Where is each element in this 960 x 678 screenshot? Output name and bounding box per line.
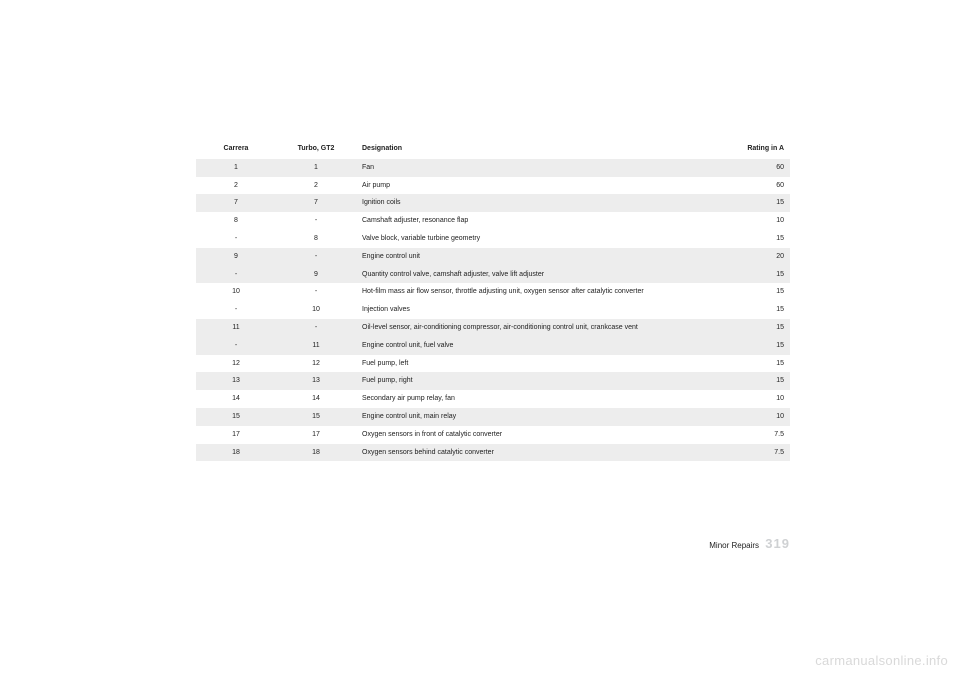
cell-c2: - — [276, 283, 356, 301]
cell-c3: Engine control unit, main relay — [356, 408, 726, 426]
cell-c4: 15 — [726, 372, 790, 390]
cell-c2: 13 — [276, 372, 356, 390]
cell-c3: Hot-film mass air flow sensor, throttle … — [356, 283, 726, 301]
cell-c1: 9 — [196, 248, 276, 266]
header-col1: Carrera — [196, 140, 276, 159]
cell-c4: 15 — [726, 194, 790, 212]
cell-c3: Engine control unit, fuel valve — [356, 337, 726, 355]
cell-c2: 7 — [276, 194, 356, 212]
table-header: Carrera Turbo, GT2 Designation Rating in… — [196, 140, 790, 159]
cell-c3: Oil-level sensor, air-conditioning compr… — [356, 319, 726, 337]
cell-c1: 11 — [196, 319, 276, 337]
cell-c4: 60 — [726, 177, 790, 195]
table-row: 11-Oil-level sensor, air-conditioning co… — [196, 319, 790, 337]
cell-c3: Injection valves — [356, 301, 726, 319]
cell-c2: 17 — [276, 426, 356, 444]
header-col2: Turbo, GT2 — [276, 140, 356, 159]
cell-c1: - — [196, 266, 276, 284]
cell-c1: 18 — [196, 444, 276, 462]
page-footer: Minor Repairs 319 — [196, 536, 790, 551]
cell-c3: Fan — [356, 159, 726, 177]
cell-c2: 18 — [276, 444, 356, 462]
cell-c1: 10 — [196, 283, 276, 301]
table-row: 10-Hot-film mass air flow sensor, thrott… — [196, 283, 790, 301]
cell-c4: 15 — [726, 319, 790, 337]
cell-c2: - — [276, 248, 356, 266]
cell-c3: Camshaft adjuster, resonance flap — [356, 212, 726, 230]
cell-c1: 13 — [196, 372, 276, 390]
table-row: -8Valve block, variable turbine geometry… — [196, 230, 790, 248]
header-col4: Rating in A — [726, 140, 790, 159]
table-row: 8-Camshaft adjuster, resonance flap10 — [196, 212, 790, 230]
cell-c1: 7 — [196, 194, 276, 212]
cell-c2: 10 — [276, 301, 356, 319]
header-col3: Designation — [356, 140, 726, 159]
cell-c2: 11 — [276, 337, 356, 355]
cell-c3: Secondary air pump relay, fan — [356, 390, 726, 408]
cell-c2: 8 — [276, 230, 356, 248]
cell-c3: Quantity control valve, camshaft adjuste… — [356, 266, 726, 284]
footer-section: Minor Repairs — [709, 541, 759, 550]
cell-c1: 2 — [196, 177, 276, 195]
cell-c1: 12 — [196, 355, 276, 373]
cell-c3: Engine control unit — [356, 248, 726, 266]
cell-c4: 10 — [726, 390, 790, 408]
cell-c2: 1 — [276, 159, 356, 177]
cell-c2: - — [276, 319, 356, 337]
table-row: 1212Fuel pump, left15 — [196, 355, 790, 373]
cell-c2: - — [276, 212, 356, 230]
cell-c4: 15 — [726, 266, 790, 284]
cell-c2: 14 — [276, 390, 356, 408]
table-row: 1515Engine control unit, main relay10 — [196, 408, 790, 426]
cell-c4: 20 — [726, 248, 790, 266]
cell-c2: 15 — [276, 408, 356, 426]
cell-c4: 7.5 — [726, 426, 790, 444]
cell-c4: 15 — [726, 283, 790, 301]
cell-c4: 10 — [726, 212, 790, 230]
cell-c4: 15 — [726, 230, 790, 248]
footer-page-number: 319 — [765, 536, 790, 551]
cell-c1: 8 — [196, 212, 276, 230]
table-row: 1818Oxygen sensors behind catalytic conv… — [196, 444, 790, 462]
table-row: 1313Fuel pump, right15 — [196, 372, 790, 390]
cell-c1: 14 — [196, 390, 276, 408]
table-body: 11Fan6022Air pump6077Ignition coils158-C… — [196, 159, 790, 462]
cell-c2: 9 — [276, 266, 356, 284]
cell-c3: Fuel pump, right — [356, 372, 726, 390]
cell-c3: Fuel pump, left — [356, 355, 726, 373]
table-row: -10Injection valves15 — [196, 301, 790, 319]
cell-c3: Air pump — [356, 177, 726, 195]
cell-c1: 17 — [196, 426, 276, 444]
cell-c4: 15 — [726, 355, 790, 373]
table-row: 1717Oxygen sensors in front of catalytic… — [196, 426, 790, 444]
cell-c1: - — [196, 230, 276, 248]
cell-c1: 15 — [196, 408, 276, 426]
watermark: carmanualsonline.info — [815, 653, 948, 668]
cell-c4: 60 — [726, 159, 790, 177]
cell-c1: - — [196, 337, 276, 355]
cell-c4: 15 — [726, 337, 790, 355]
cell-c3: Oxygen sensors in front of catalytic con… — [356, 426, 726, 444]
cell-c2: 12 — [276, 355, 356, 373]
table-row: 9-Engine control unit20 — [196, 248, 790, 266]
cell-c1: 1 — [196, 159, 276, 177]
cell-c3: Ignition coils — [356, 194, 726, 212]
table-row: 1414Secondary air pump relay, fan10 — [196, 390, 790, 408]
cell-c4: 7.5 — [726, 444, 790, 462]
table-row: -11Engine control unit, fuel valve15 — [196, 337, 790, 355]
cell-c2: 2 — [276, 177, 356, 195]
cell-c1: - — [196, 301, 276, 319]
fuse-table-page: Carrera Turbo, GT2 Designation Rating in… — [196, 140, 790, 461]
cell-c4: 10 — [726, 408, 790, 426]
table-row: 22Air pump60 — [196, 177, 790, 195]
cell-c3: Oxygen sensors behind catalytic converte… — [356, 444, 726, 462]
table-row: 77Ignition coils15 — [196, 194, 790, 212]
table-row: 11Fan60 — [196, 159, 790, 177]
cell-c3: Valve block, variable turbine geometry — [356, 230, 726, 248]
fuse-table: Carrera Turbo, GT2 Designation Rating in… — [196, 140, 790, 461]
table-row: -9Quantity control valve, camshaft adjus… — [196, 266, 790, 284]
cell-c4: 15 — [726, 301, 790, 319]
